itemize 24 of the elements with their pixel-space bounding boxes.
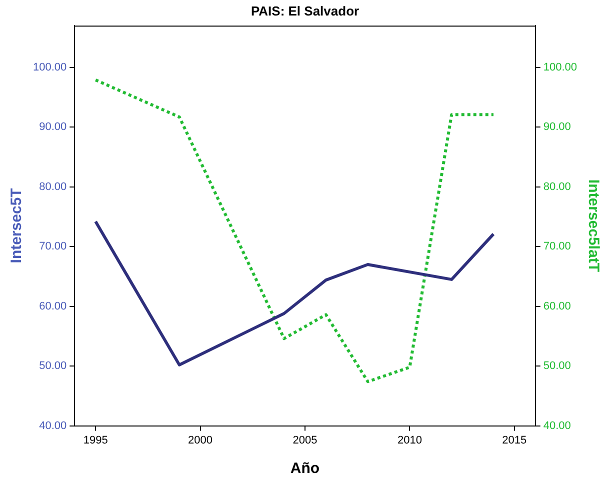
y2-tick-label: 100.00: [543, 61, 578, 74]
y-tick-label: 100.00: [32, 61, 67, 74]
x-tick-label: 1995: [83, 434, 108, 446]
y-tick-label: 50.00: [39, 360, 67, 372]
y2-tick-label: 40.00: [543, 420, 571, 432]
y-tick-label: 80.00: [39, 180, 67, 193]
y2-tick-label: 70.00: [543, 240, 571, 253]
y-tick-label: 60.00: [39, 300, 67, 312]
x-tick-label: 2015: [502, 434, 527, 446]
y2-tick-label: 60.00: [543, 300, 571, 312]
y-axis-title: Intersec5T: [8, 188, 26, 264]
y-tick-label: 40.00: [39, 420, 67, 432]
y2-tick-label: 50.00: [543, 360, 571, 372]
line-series: [94, 78, 495, 384]
x-tick-label: 2010: [397, 434, 422, 446]
x-tick-label: 2000: [188, 434, 213, 446]
y2-tick-label: 80.00: [543, 180, 571, 193]
y2-tick-label: 90.00: [543, 121, 571, 134]
y2-axis-title: Intersec5latT: [584, 179, 602, 272]
chart-title: PAIS: El Salvador: [250, 3, 360, 18]
x-axis-title: Año: [290, 460, 320, 478]
x-tick-label: 2005: [292, 434, 318, 446]
y-tick-label: 70.00: [39, 240, 67, 253]
y-tick-label: 90.00: [39, 121, 67, 134]
